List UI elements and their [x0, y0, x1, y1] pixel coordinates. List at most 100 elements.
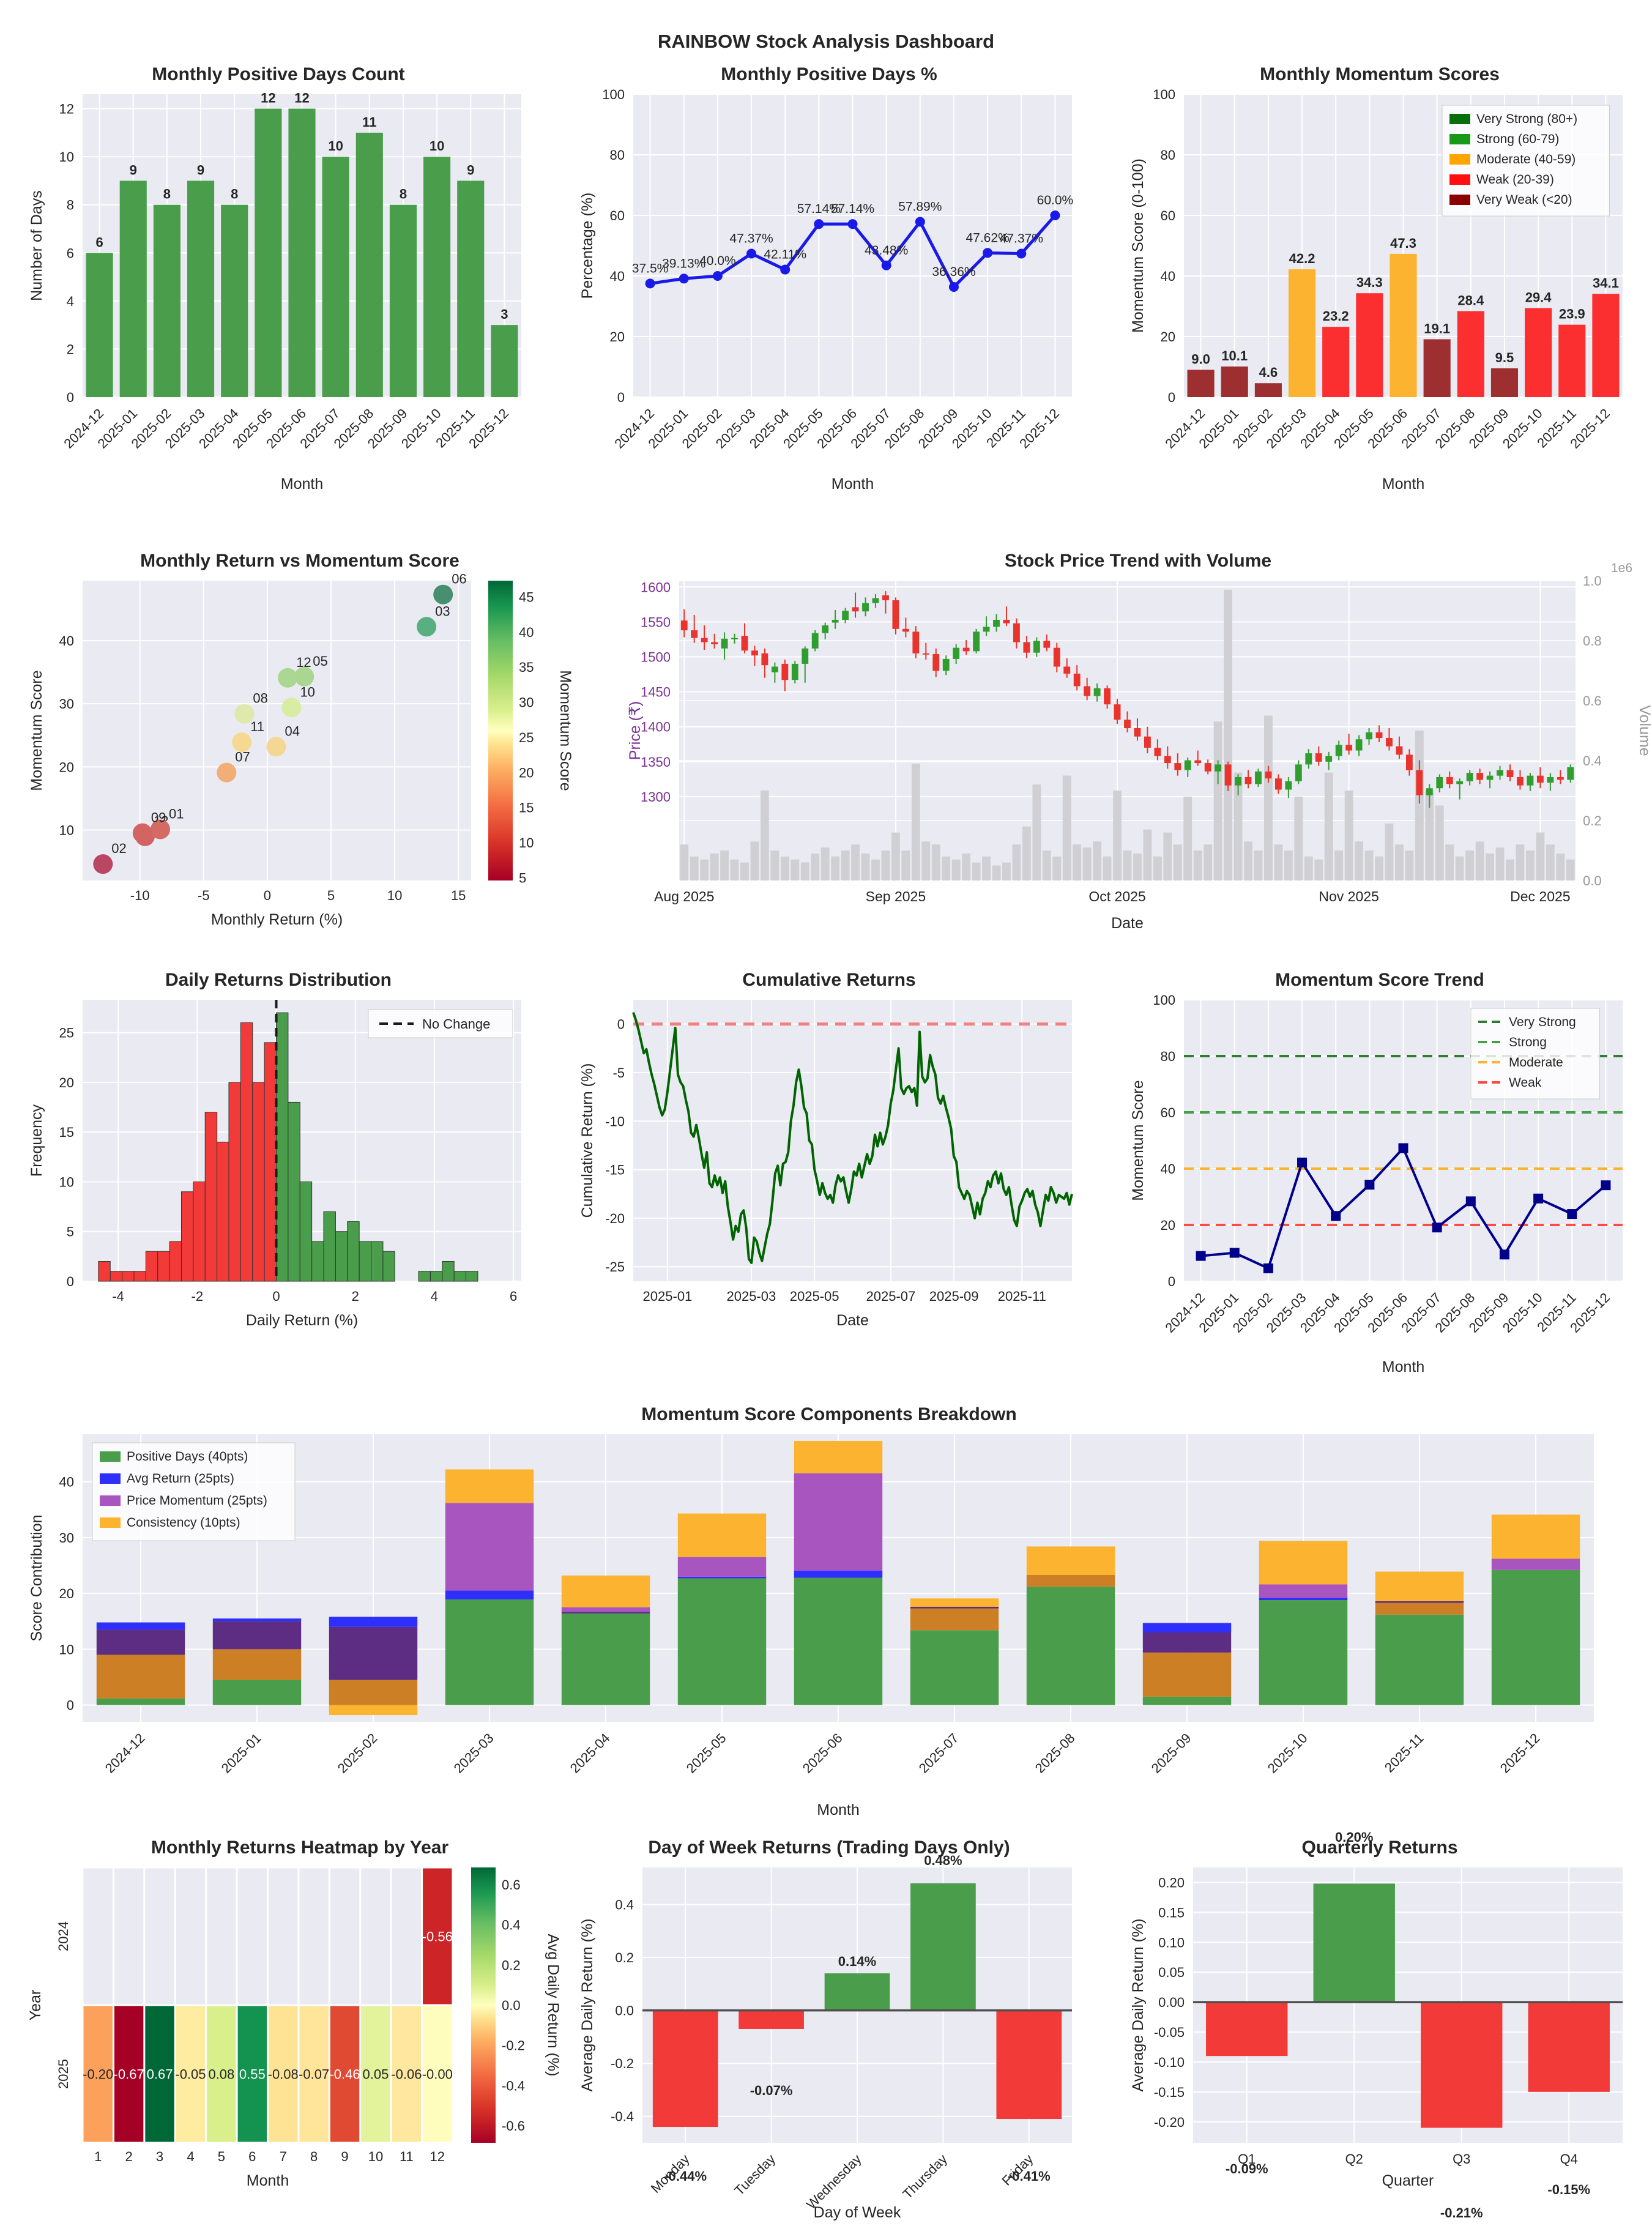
chart-return-vs-momentum: Monthly Return vs Momentum Score 10 20 30 4… — [24, 548, 575, 964]
svg-text:0.20%: 0.20% — [1335, 1830, 1373, 1845]
svg-text:Weak (20-39): Weak (20-39) — [1476, 173, 1554, 187]
svg-text:Momentum Score: Momentum Score — [28, 670, 45, 791]
svg-text:0.05: 0.05 — [1158, 1965, 1185, 1980]
svg-text:8: 8 — [310, 2149, 318, 2164]
svg-text:-0.44%: -0.44% — [664, 2168, 707, 2184]
svg-text:Dec 2025: Dec 2025 — [1510, 888, 1570, 904]
svg-text:-0.09%: -0.09% — [1226, 2161, 1268, 2176]
svg-text:Aug 2025: Aug 2025 — [654, 888, 714, 904]
svg-text:60: 60 — [610, 208, 625, 223]
svg-text:6: 6 — [510, 1289, 517, 1304]
svg-text:0.00: 0.00 — [1158, 1995, 1185, 2010]
svg-text:3: 3 — [156, 2149, 163, 2164]
svg-text:-0.07: -0.07 — [299, 2067, 329, 2082]
svg-text:0.0: 0.0 — [615, 2003, 634, 2019]
svg-text:Year: Year — [27, 1990, 44, 2021]
svg-text:4: 4 — [67, 294, 74, 309]
svg-text:2025-06: 2025-06 — [800, 1730, 846, 1776]
svg-text:-0.2: -0.2 — [611, 2056, 634, 2071]
svg-text:20: 20 — [59, 1075, 74, 1090]
svg-text:2025-03: 2025-03 — [726, 1289, 776, 1304]
svg-text:2025-03: 2025-03 — [451, 1730, 497, 1776]
svg-text:-0.21%: -0.21% — [1440, 2205, 1483, 2220]
svg-text:10.1: 10.1 — [1221, 348, 1248, 363]
svg-text:2025-04: 2025-04 — [567, 1730, 613, 1776]
svg-text:80: 80 — [1161, 1049, 1175, 1064]
svg-text:Day of Week: Day of Week — [814, 2204, 901, 2221]
chart-price-volume: Stock Price Trend with Volume 1300 1350 14… — [624, 548, 1652, 964]
svg-text:03: 03 — [435, 603, 450, 619]
svg-text:12: 12 — [296, 655, 311, 670]
svg-text:-0.15: -0.15 — [1154, 2085, 1185, 2100]
svg-text:2: 2 — [67, 341, 74, 357]
svg-text:-0.67: -0.67 — [114, 2067, 144, 2082]
svg-text:1e6: 1e6 — [1611, 561, 1632, 575]
svg-text:0.48%: 0.48% — [924, 1853, 962, 1868]
chart-momentum-scores: Monthly Momentum Scores 0 20 40 60 80 100 9.0 1… — [1126, 61, 1634, 532]
svg-text:30: 30 — [59, 1530, 74, 1546]
svg-text:-2: -2 — [192, 1289, 204, 1304]
chart-quarterly-returns-plot: 0.20 0.15 0.10 0.05 0.00 -0.05 -0.10 -0.15 -0.20… — [1129, 1830, 1623, 2220]
svg-text:0.6: 0.6 — [502, 1877, 521, 1893]
svg-text:-0.20: -0.20 — [1154, 2115, 1185, 2130]
svg-text:-0.07%: -0.07% — [750, 2083, 793, 2098]
svg-text:0: 0 — [1168, 390, 1175, 405]
svg-text:0.4: 0.4 — [615, 1897, 634, 1913]
svg-text:1300: 1300 — [641, 789, 671, 805]
svg-text:2025-10: 2025-10 — [1265, 1730, 1311, 1776]
svg-text:8: 8 — [67, 198, 74, 213]
chart-cumulative-returns-title: Cumulative Returns — [742, 970, 916, 990]
svg-text:43.48%: 43.48% — [865, 244, 908, 258]
chart-cumulative-returns: Cumulative Returns 0 -5 -10 -15 -20 -25 2025-0… — [575, 967, 1083, 1401]
svg-text:Month: Month — [1382, 475, 1424, 493]
svg-text:2025-09: 2025-09 — [929, 1289, 979, 1304]
svg-text:Avg Return (25pts): Avg Return (25pts) — [127, 1472, 234, 1486]
svg-text:Very Weak (<20): Very Weak (<20) — [1476, 193, 1572, 207]
svg-text:60.0%: 60.0% — [1037, 193, 1074, 207]
svg-text:Average Daily Return (%): Average Daily Return (%) — [579, 1919, 596, 2092]
svg-text:-0.6: -0.6 — [502, 2118, 525, 2134]
svg-text:0: 0 — [67, 1698, 74, 1713]
svg-text:2025-12: 2025-12 — [1497, 1730, 1543, 1776]
svg-text:80: 80 — [1161, 147, 1175, 163]
svg-text:1.0: 1.0 — [1583, 573, 1602, 589]
svg-text:0.2: 0.2 — [1583, 813, 1602, 828]
chart-day-of-week-returns: Day of Week Returns (Trading Days Only) … — [575, 1834, 1083, 2226]
svg-text:40: 40 — [610, 269, 625, 284]
svg-text:No Change: No Change — [422, 1016, 490, 1032]
chart-return-vs-momentum-title: Monthly Return vs Momentum Score — [140, 551, 460, 571]
svg-text:10: 10 — [59, 149, 74, 165]
svg-text:0.05: 0.05 — [363, 2067, 389, 2082]
svg-text:57.89%: 57.89% — [898, 199, 942, 214]
svg-text:35: 35 — [519, 660, 534, 675]
svg-text:Date: Date — [1111, 915, 1144, 932]
svg-text:6: 6 — [248, 2149, 256, 2164]
svg-text:20: 20 — [59, 759, 74, 775]
svg-text:2025-05: 2025-05 — [683, 1730, 729, 1776]
svg-text:57.14%: 57.14% — [797, 202, 841, 216]
svg-text:20: 20 — [519, 765, 534, 780]
svg-text:Number of Days: Number of Days — [28, 190, 45, 301]
svg-text:1450: 1450 — [641, 685, 671, 700]
svg-text:Momentum Score (0-100): Momentum Score (0-100) — [1129, 158, 1147, 333]
svg-text:-0.05: -0.05 — [175, 2067, 206, 2082]
svg-text:30: 30 — [519, 695, 534, 710]
svg-text:42.2: 42.2 — [1289, 251, 1315, 266]
svg-text:Month: Month — [247, 2172, 289, 2189]
svg-text:10: 10 — [59, 1174, 74, 1189]
svg-text:2025-01: 2025-01 — [643, 1289, 693, 1304]
svg-text:Consistency (10pts): Consistency (10pts) — [127, 1516, 240, 1530]
svg-text:-0.4: -0.4 — [611, 2109, 634, 2124]
svg-text:0.8: 0.8 — [1583, 633, 1602, 649]
svg-text:Momentum Score: Momentum Score — [557, 670, 574, 791]
svg-text:9: 9 — [197, 162, 204, 177]
svg-text:2: 2 — [352, 1289, 359, 1304]
svg-text:1400: 1400 — [641, 720, 671, 735]
svg-text:11: 11 — [250, 719, 264, 734]
svg-text:-25: -25 — [605, 1259, 625, 1275]
svg-text:0.0: 0.0 — [502, 1998, 521, 2013]
svg-text:0: 0 — [617, 1017, 625, 1032]
chart-momentum-trend: Momentum Score Trend 0 20 40 60 80 100 Very St… — [1126, 967, 1634, 1401]
svg-text:Price Momentum (25pts): Price Momentum (25pts) — [127, 1494, 267, 1508]
svg-text:Quarter: Quarter — [1382, 2172, 1434, 2189]
